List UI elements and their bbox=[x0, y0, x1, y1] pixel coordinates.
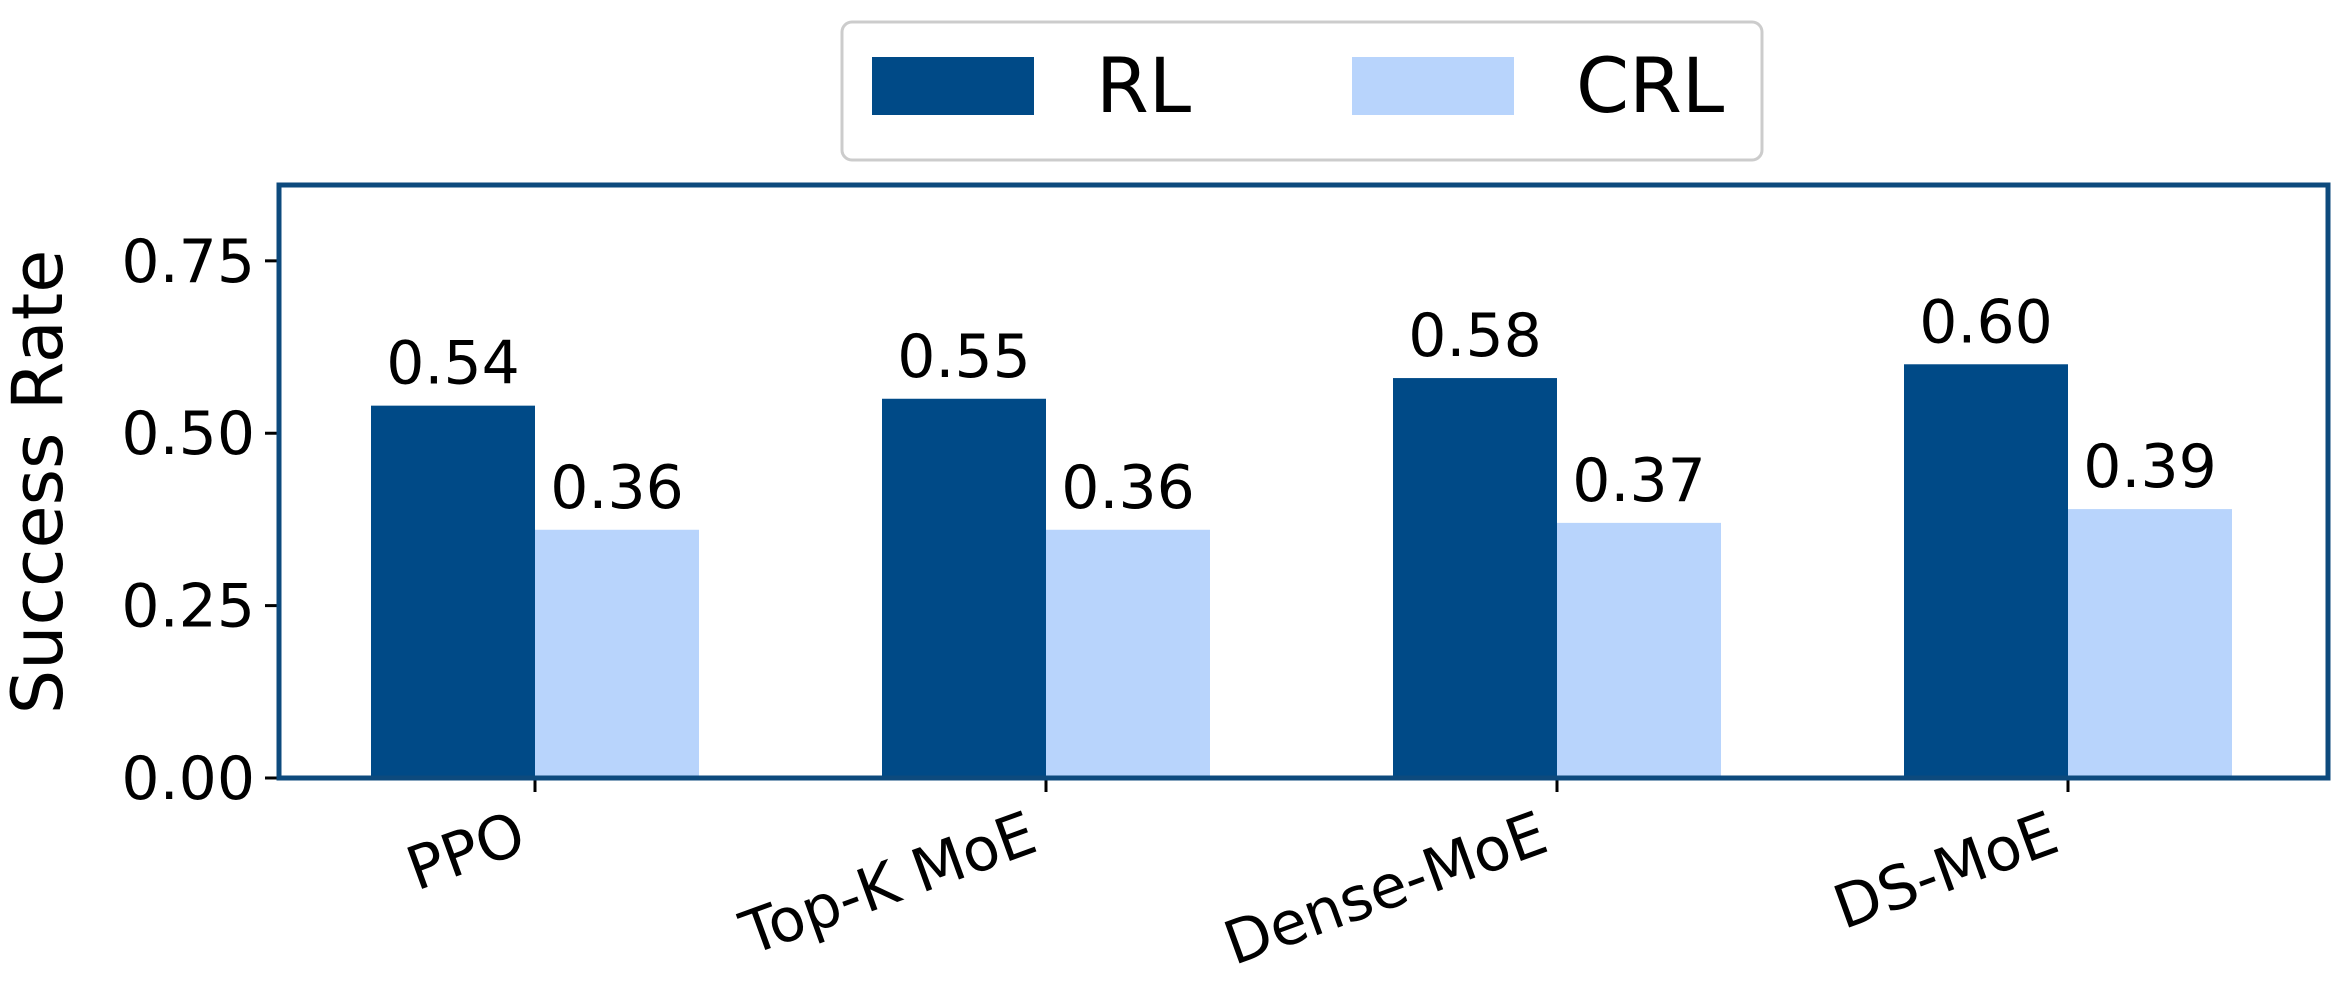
data-label-rl-0: 0.54 bbox=[386, 329, 520, 399]
data-label-rl-3: 0.60 bbox=[1919, 287, 2053, 357]
data-label-rl-2: 0.58 bbox=[1408, 301, 1542, 371]
bar-crl-1 bbox=[1046, 529, 1210, 778]
x-tick-label: Dense-MoE bbox=[1215, 798, 1556, 979]
bar-crl-2 bbox=[1557, 522, 1721, 778]
x-tick-label: Top-K MoE bbox=[731, 798, 1045, 969]
legend-swatch-crl bbox=[1352, 57, 1514, 115]
data-label-crl-2: 0.37 bbox=[1572, 446, 1706, 516]
y-axis-label: Success Rate bbox=[0, 250, 79, 715]
x-axis: PPO Top-K MoE Dense-MoE DS-MoE bbox=[398, 778, 2070, 979]
bar-crl-0 bbox=[535, 529, 699, 778]
data-label-crl-3: 0.39 bbox=[2083, 432, 2217, 502]
y-tick-label: 0.75 bbox=[121, 227, 255, 297]
data-label-crl-1: 0.36 bbox=[1061, 453, 1195, 523]
data-label-crl-0: 0.36 bbox=[550, 453, 684, 523]
legend-frame bbox=[840, 20, 1764, 162]
bars bbox=[371, 364, 2232, 778]
legend: RL CRL bbox=[840, 20, 1764, 162]
legend-swatch-rl bbox=[872, 57, 1034, 115]
data-labels: 0.54 0.36 0.55 0.36 0.58 0.37 0.60 0.39 bbox=[386, 287, 2217, 522]
y-tick-label: 0.50 bbox=[121, 399, 255, 469]
x-tick-label: PPO bbox=[398, 798, 534, 905]
y-tick-label: 0.25 bbox=[121, 572, 255, 642]
bar-rl-2 bbox=[1393, 378, 1557, 778]
bar-crl-3 bbox=[2068, 509, 2232, 778]
y-axis: 0.00 0.25 0.50 0.75 bbox=[121, 227, 279, 814]
plot-frame bbox=[276, 182, 2331, 781]
bar-rl-1 bbox=[882, 398, 1046, 778]
data-label-rl-1: 0.55 bbox=[897, 322, 1031, 392]
legend-label-crl: CRL bbox=[1576, 41, 1724, 130]
legend-label-rl: RL bbox=[1096, 41, 1191, 130]
x-tick-label: DS-MoE bbox=[1825, 798, 2067, 943]
y-tick-label: 0.00 bbox=[121, 744, 255, 814]
bar-rl-3 bbox=[1904, 364, 2068, 778]
bar-rl-0 bbox=[371, 405, 535, 778]
